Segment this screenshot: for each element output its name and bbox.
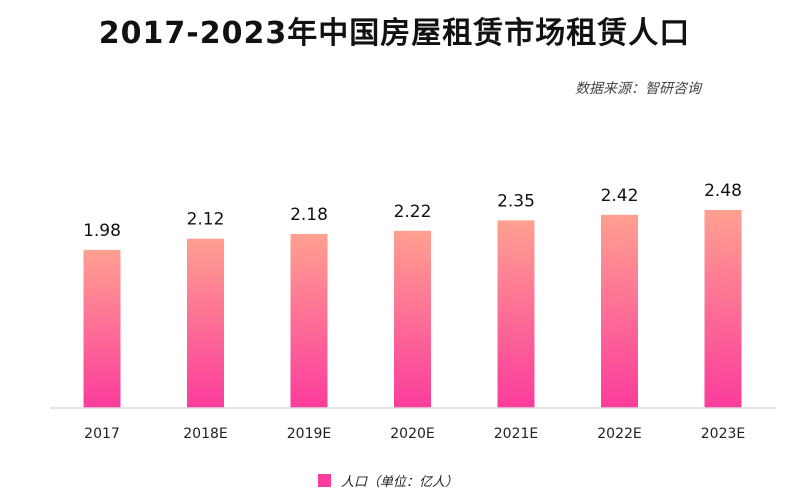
value-label-2018E: 2.12 bbox=[187, 210, 225, 230]
value-label-2021E: 2.35 bbox=[497, 191, 535, 211]
source-note: 数据来源：智研咨询 bbox=[575, 81, 701, 97]
legend-label: 人口（单位：亿人） bbox=[341, 475, 459, 490]
value-label-2020E: 2.22 bbox=[394, 202, 432, 222]
bar-2021E bbox=[497, 220, 535, 408]
value-label-2019E: 2.18 bbox=[290, 205, 328, 225]
value-label-2023E: 2.48 bbox=[704, 181, 742, 201]
chart-title: 2017-2023年中国房屋租赁市场租赁人口 bbox=[98, 16, 691, 51]
bar-2017 bbox=[83, 249, 121, 408]
x-tick-label-2023E: 2023E bbox=[701, 426, 745, 442]
value-label-2022E: 2.42 bbox=[601, 186, 639, 206]
x-tick-label-2018E: 2018E bbox=[183, 426, 227, 442]
x-tick-label-2019E: 2019E bbox=[287, 426, 331, 442]
bar-2018E bbox=[187, 238, 224, 408]
x-tick-label-2017: 2017 bbox=[84, 426, 120, 442]
legend: 人口（单位：亿人） bbox=[318, 471, 458, 490]
bar-2023E bbox=[704, 210, 742, 408]
bar-2019E bbox=[290, 234, 328, 408]
bar-2022E bbox=[601, 214, 638, 408]
value-label-2017: 1.98 bbox=[83, 221, 121, 241]
x-tick-label-2021E: 2021E bbox=[494, 426, 538, 442]
legend-swatch bbox=[318, 474, 331, 487]
x-tick-label-2020E: 2020E bbox=[390, 426, 434, 442]
bar-2020E bbox=[394, 230, 431, 408]
x-tick-label-2022E: 2022E bbox=[597, 426, 641, 442]
